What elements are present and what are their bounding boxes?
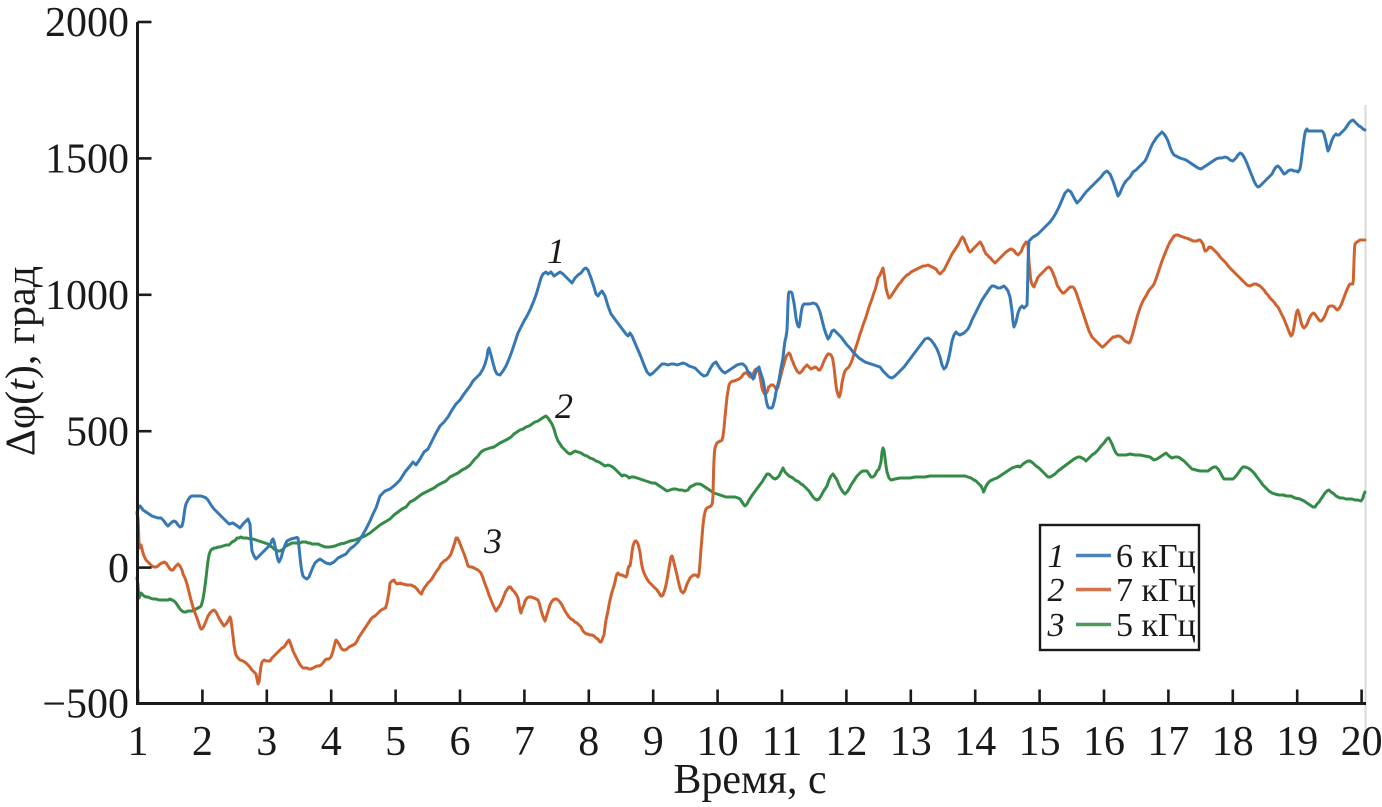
svg-text:500: 500 (66, 409, 129, 455)
svg-text:−500: −500 (42, 682, 129, 728)
svg-text:4: 4 (321, 719, 342, 765)
svg-text:Время, с: Время, с (673, 757, 826, 803)
svg-text:Δφ(t), град: Δφ(t), град (0, 266, 45, 456)
svg-text:3: 3 (1047, 607, 1065, 644)
svg-text:0: 0 (108, 546, 129, 592)
svg-text:19: 19 (1276, 719, 1318, 765)
svg-text:5: 5 (385, 719, 406, 765)
svg-text:10: 10 (697, 719, 739, 765)
svg-text:11: 11 (762, 719, 802, 765)
svg-text:6: 6 (450, 719, 471, 765)
svg-text:3: 3 (483, 521, 502, 561)
svg-text:13: 13 (890, 719, 932, 765)
svg-text:20: 20 (1341, 719, 1382, 765)
svg-text:18: 18 (1212, 719, 1254, 765)
svg-text:2000: 2000 (45, 0, 129, 46)
svg-text:7 кГц: 7 кГц (1116, 572, 1196, 609)
svg-text:5 кГц: 5 кГц (1116, 607, 1196, 644)
svg-text:6 кГц: 6 кГц (1116, 538, 1196, 575)
svg-text:2: 2 (192, 719, 213, 765)
svg-text:12: 12 (825, 719, 867, 765)
svg-text:7: 7 (514, 719, 535, 765)
svg-text:1: 1 (547, 231, 565, 271)
svg-text:2: 2 (1048, 572, 1065, 609)
svg-text:1: 1 (128, 719, 149, 765)
svg-text:1000: 1000 (45, 273, 129, 319)
svg-text:3: 3 (256, 719, 277, 765)
svg-text:2: 2 (555, 386, 573, 426)
svg-text:17: 17 (1147, 719, 1189, 765)
svg-text:14: 14 (954, 719, 996, 765)
svg-text:1500: 1500 (45, 137, 129, 183)
svg-text:9: 9 (643, 719, 664, 765)
svg-text:1: 1 (1048, 538, 1065, 575)
svg-text:15: 15 (1019, 719, 1061, 765)
svg-text:16: 16 (1083, 719, 1125, 765)
svg-text:8: 8 (578, 719, 599, 765)
